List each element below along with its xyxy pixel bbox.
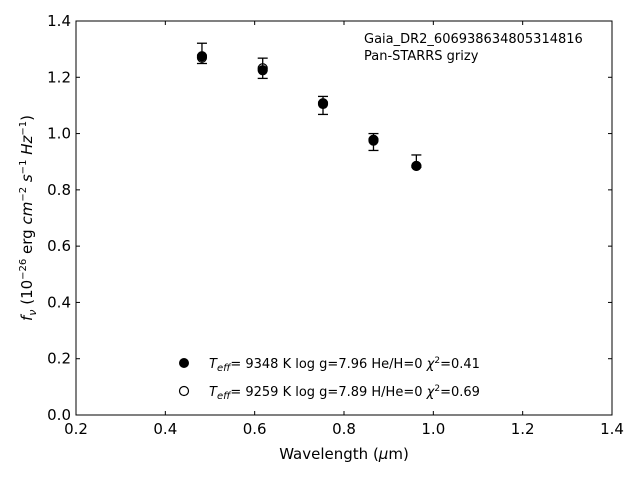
y-tick-label: 0.0: [47, 406, 71, 424]
y-tick-label: 1.0: [47, 125, 71, 143]
model-point-open: [368, 135, 379, 146]
legend-marker-filled: [179, 358, 189, 368]
x-tick-label: 1.2: [511, 420, 535, 438]
y-tick-label: 0.4: [47, 293, 71, 311]
model-point-open: [317, 98, 329, 110]
annotation-target-name: Gaia_DR2_606938634805314816: [364, 32, 583, 47]
x-tick-label: 1.4: [600, 420, 624, 438]
model-point-open: [411, 160, 422, 172]
y-tick-label: 0.2: [47, 350, 71, 368]
axis-ticks: 0.2 0.4 0.6 0.8 1.0 1.2 1.40.00.20.40.60.81.01…: [47, 12, 624, 438]
x-tick-label: 0.2: [64, 420, 88, 438]
y-tick-label: 0.6: [47, 237, 71, 255]
y-tick-label: 1.4: [47, 12, 71, 30]
y-axis-label: fν (10−26 erg cm−2 s−1 Hz−1): [18, 115, 39, 321]
legend-marker-open: [178, 385, 190, 397]
x-tick-label: 0.8: [332, 420, 356, 438]
legend-entry-2: Teff= 9259 K log g=7.89 H/He=0 χ2=0.69: [209, 384, 480, 402]
x-axis-label: Wavelength (μm): [279, 445, 409, 463]
x-tick-label: 1.0: [421, 420, 445, 438]
legend: Teff= 9348 K log g=7.96 He/H=0 χ2=0.41 T…: [178, 356, 480, 402]
annotation-survey: Pan-STARRS grizy: [364, 49, 479, 64]
y-tick-label: 1.2: [47, 68, 71, 86]
x-tick-label: 0.6: [243, 420, 267, 438]
y-tick-label: 0.8: [47, 181, 71, 199]
model-point-open: [196, 52, 208, 63]
x-tick-label: 0.4: [153, 420, 177, 438]
legend-entry-1: Teff= 9348 K log g=7.96 He/H=0 χ2=0.41: [209, 356, 480, 374]
model-point-open: [257, 63, 268, 74]
data-points: [196, 42, 422, 172]
